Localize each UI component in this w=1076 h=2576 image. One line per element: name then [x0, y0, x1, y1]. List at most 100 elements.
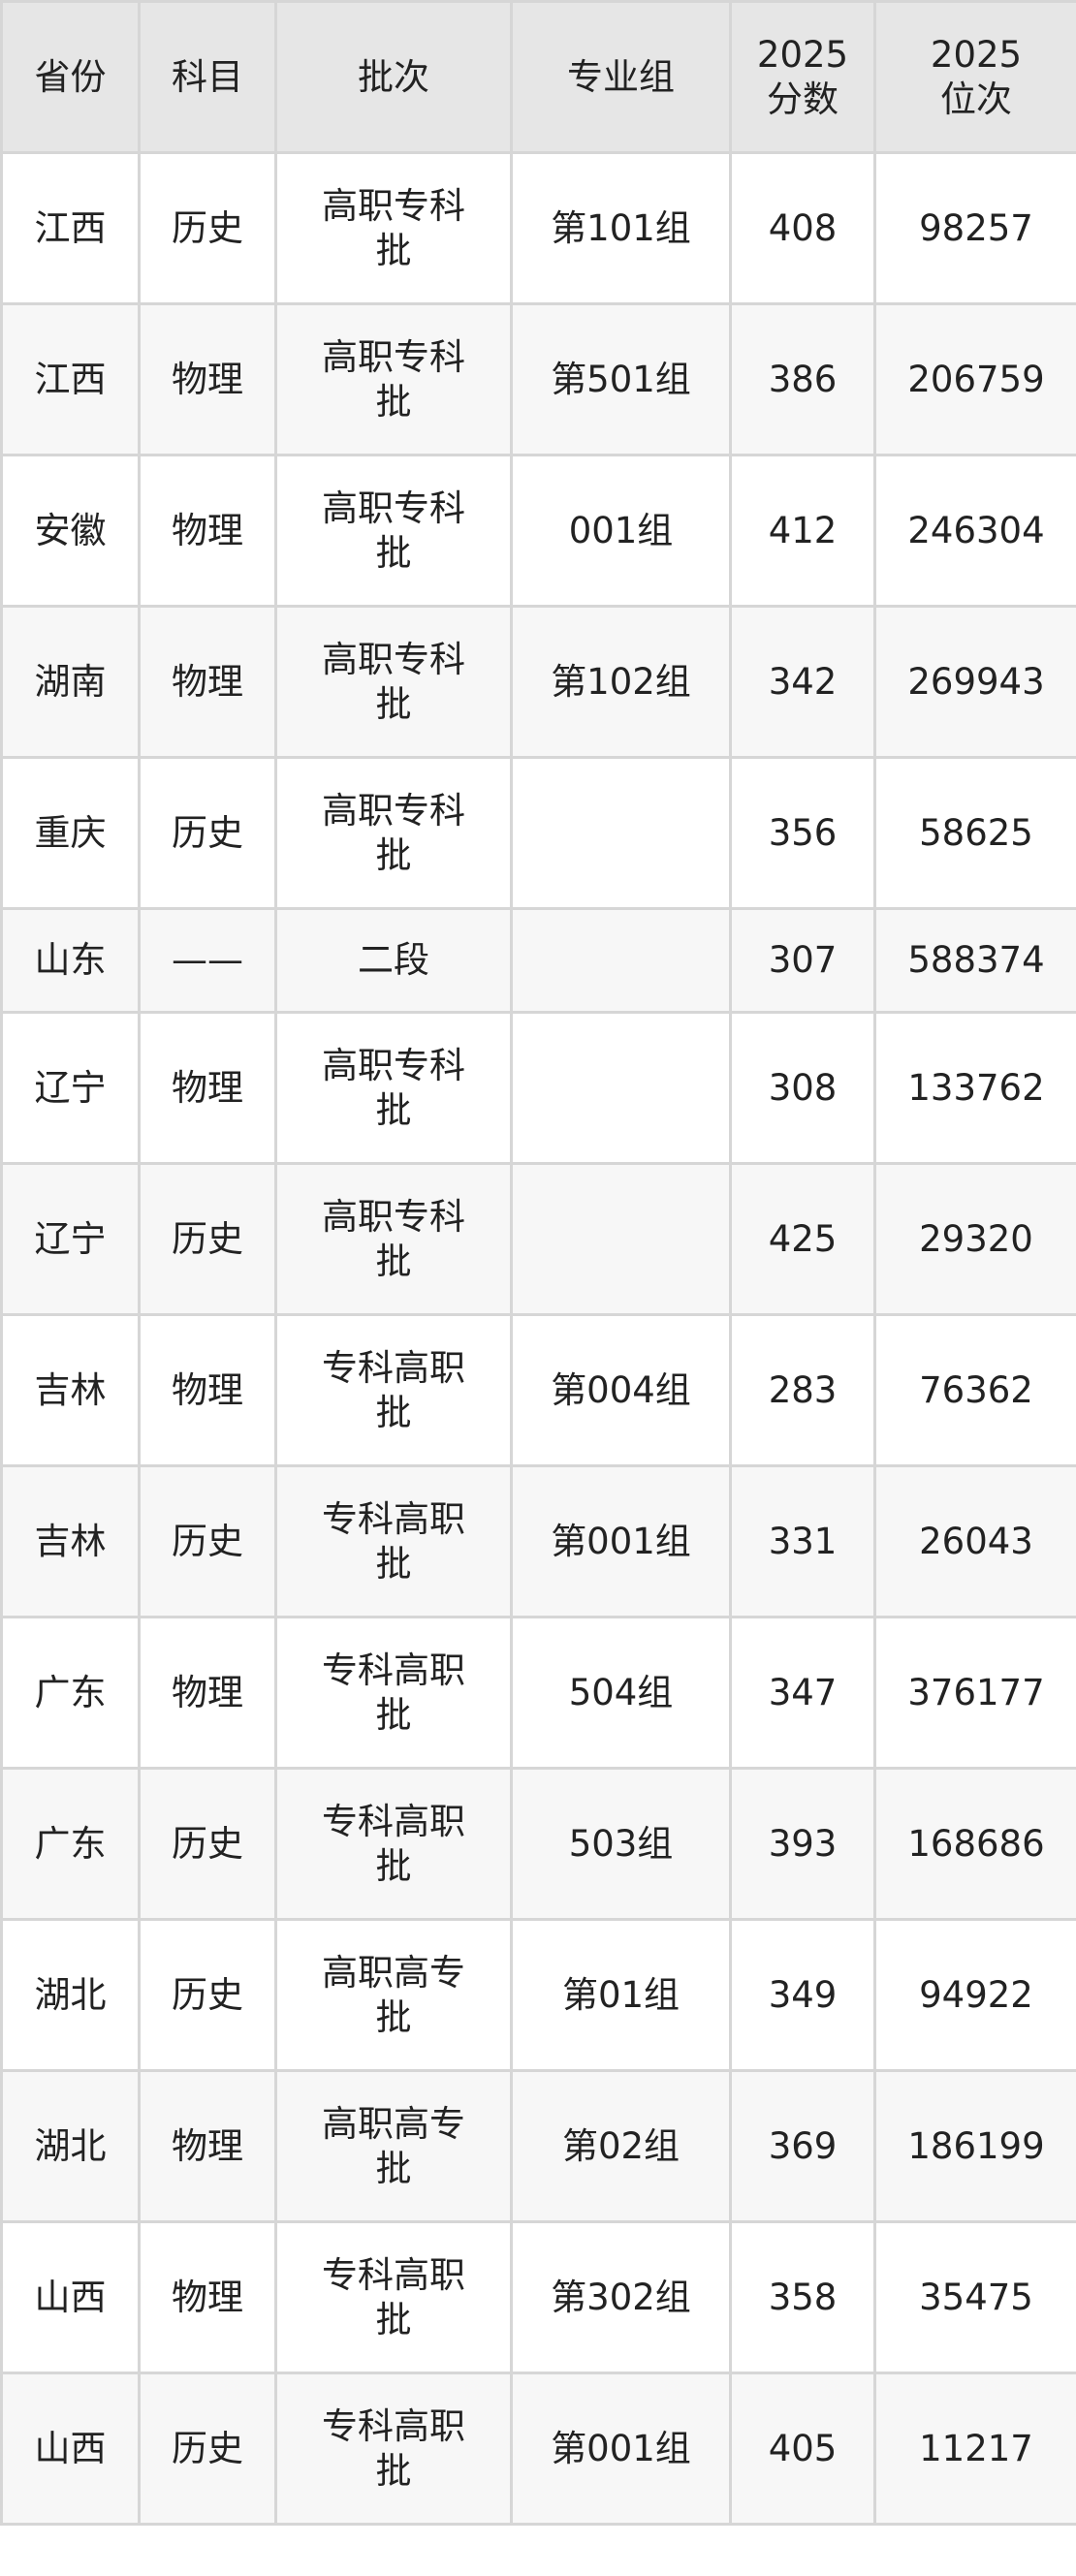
cell-rank: 29320 — [873, 1162, 1076, 1316]
cell-major-group: 第001组 — [510, 1464, 732, 1618]
cell-major-group: 第02组 — [510, 2069, 732, 2223]
cell-major-group: 001组 — [510, 454, 732, 608]
batch-text: 专科高职批 — [321, 2253, 465, 2340]
cell-score: 331 — [729, 1464, 876, 1618]
batch-text: 高职专科批 — [321, 1044, 465, 1131]
cell-province: 湖南 — [0, 605, 141, 759]
cell-batch: 高职高专批 — [274, 1918, 513, 2072]
cell-score: 308 — [729, 1011, 876, 1165]
cell-batch: 高职专科批 — [274, 151, 513, 305]
header-score: 2025 分数 — [729, 0, 876, 154]
cell-major-group: 504组 — [510, 1616, 732, 1770]
batch-text: 高职高专批 — [321, 1951, 465, 2038]
cell-rank: 94922 — [873, 1918, 1076, 2072]
table-row: 江西 历史 高职专科批 第101组 408 98257 — [0, 151, 1076, 305]
cell-rank: 11217 — [873, 2372, 1076, 2526]
table-row: 辽宁 物理 高职专科批 308 133762 — [0, 1011, 1076, 1165]
cell-batch: 专科高职批 — [274, 2372, 513, 2526]
header-batch: 批次 — [274, 0, 513, 154]
cell-rank: 76362 — [873, 1313, 1076, 1467]
header-text: 科目 — [172, 55, 243, 98]
cell-province: 安徽 — [0, 454, 141, 608]
batch-text: 专科高职批 — [321, 1800, 465, 1887]
cell-score: 307 — [729, 907, 876, 1014]
cell-score: 349 — [729, 1918, 876, 2072]
batch-text: 高职专科批 — [321, 789, 465, 876]
cell-subject: 历史 — [138, 1162, 277, 1316]
cell-rank: 168686 — [873, 1767, 1076, 1921]
cell-batch: 二段 — [274, 907, 513, 1014]
header-text: 位次 — [940, 78, 1012, 120]
header-text: 批次 — [358, 55, 429, 98]
table-row: 山东 —— 二段 307 588374 — [0, 907, 1076, 1014]
cell-province: 吉林 — [0, 1313, 141, 1467]
batch-text: 专科高职批 — [321, 1497, 465, 1585]
cell-score: 356 — [729, 756, 876, 910]
batch-text: 专科高职批 — [321, 1346, 465, 1433]
batch-text: 高职专科批 — [321, 638, 465, 725]
batch-text: 高职专科批 — [321, 487, 465, 574]
cell-subject: 历史 — [138, 1767, 277, 1921]
cell-major-group — [510, 1011, 732, 1165]
cell-batch: 高职专科批 — [274, 1011, 513, 1165]
cell-province: 山西 — [0, 2220, 141, 2374]
header-subject: 科目 — [138, 0, 277, 154]
cell-batch: 专科高职批 — [274, 2220, 513, 2374]
cell-batch: 高职专科批 — [274, 302, 513, 456]
cell-score: 408 — [729, 151, 876, 305]
cell-score: 386 — [729, 302, 876, 456]
cell-major-group — [510, 756, 732, 910]
cell-rank: 246304 — [873, 454, 1076, 608]
cell-province: 广东 — [0, 1616, 141, 1770]
batch-text: 二段 — [357, 939, 429, 981]
table-row: 广东 物理 专科高职批 504组 347 376177 — [0, 1616, 1076, 1770]
header-text: 2025 — [930, 33, 1023, 76]
cell-batch: 高职高专批 — [274, 2069, 513, 2223]
table-row: 湖北 物理 高职高专批 第02组 369 186199 — [0, 2069, 1076, 2223]
cell-subject: 历史 — [138, 756, 277, 910]
header-text: 分数 — [767, 78, 839, 120]
cell-rank: 133762 — [873, 1011, 1076, 1165]
batch-text: 专科高职批 — [321, 2404, 465, 2492]
table-row: 湖南 物理 高职专科批 第102组 342 269943 — [0, 605, 1076, 759]
header-text: 省份 — [34, 55, 107, 98]
cell-province: 山东 — [0, 907, 141, 1014]
table-row: 广东 历史 专科高职批 503组 393 168686 — [0, 1767, 1076, 1921]
cell-score: 347 — [729, 1616, 876, 1770]
batch-text: 高职高专批 — [321, 2102, 465, 2189]
cell-rank: 206759 — [873, 302, 1076, 456]
cell-major-group: 第004组 — [510, 1313, 732, 1467]
batch-text: 高职专科批 — [321, 1195, 465, 1282]
cell-rank: 35475 — [873, 2220, 1076, 2374]
cell-subject: 物理 — [138, 1011, 277, 1165]
cell-rank: 98257 — [873, 151, 1076, 305]
header-province: 省份 — [0, 0, 141, 154]
table-row: 吉林 历史 专科高职批 第001组 331 26043 — [0, 1464, 1076, 1618]
table-row: 江西 物理 高职专科批 第501组 386 206759 — [0, 302, 1076, 456]
cell-rank: 588374 — [873, 907, 1076, 1014]
table-row: 安徽 物理 高职专科批 001组 412 246304 — [0, 454, 1076, 608]
cell-province: 辽宁 — [0, 1162, 141, 1316]
cell-subject: 历史 — [138, 1464, 277, 1618]
cell-province: 江西 — [0, 302, 141, 456]
batch-text: 高职专科批 — [321, 335, 465, 423]
cell-major-group — [510, 907, 732, 1014]
cell-subject: —— — [138, 907, 277, 1014]
header-major-group: 专业组 — [510, 0, 732, 154]
table-row: 重庆 历史 高职专科批 356 58625 — [0, 756, 1076, 910]
cell-major-group: 第101组 — [510, 151, 732, 305]
batch-text: 高职专科批 — [321, 184, 465, 271]
cell-batch: 高职专科批 — [274, 605, 513, 759]
cell-score: 405 — [729, 2372, 876, 2526]
cell-subject: 物理 — [138, 454, 277, 608]
header-text: 2025 — [756, 33, 849, 76]
header-rank: 2025 位次 — [873, 0, 1076, 154]
cell-batch: 专科高职批 — [274, 1464, 513, 1618]
cell-batch: 专科高职批 — [274, 1313, 513, 1467]
batch-text: 专科高职批 — [321, 1649, 465, 1736]
cell-province: 重庆 — [0, 756, 141, 910]
cell-subject: 物理 — [138, 1313, 277, 1467]
cell-batch: 专科高职批 — [274, 1767, 513, 1921]
cell-subject: 历史 — [138, 2372, 277, 2526]
cell-score: 369 — [729, 2069, 876, 2223]
